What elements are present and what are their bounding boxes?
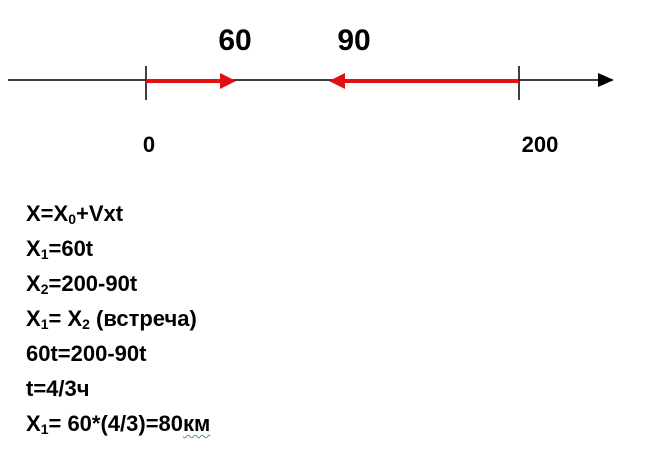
velocity-arrow-left-head-icon [329, 73, 345, 89]
speed-label-right: 90 [337, 24, 370, 57]
equation-line: t=4/3ч [26, 371, 210, 406]
equation-text: = 60*(4/3)=80 [48, 411, 184, 436]
equation-subscript: 0 [68, 211, 76, 227]
equation-line: X1=60t [26, 231, 210, 266]
equation-line: X2=200-90t [26, 266, 210, 301]
equation-text: X [26, 306, 41, 331]
equation-text: +Vxt [76, 201, 124, 226]
equation-list: X=X0+Vxt X1=60t X2=200-90t X1= X2 (встреча)… [26, 196, 210, 441]
equation-subscript: 2 [40, 281, 49, 297]
equation-text: (встреча) [89, 306, 197, 331]
equation-text: t=4/3ч [26, 376, 90, 401]
equation-subscript: 1 [40, 316, 49, 332]
equation-subscript: 1 [40, 421, 49, 437]
tick-label-end: 200 [522, 132, 559, 157]
equation-unit: км [183, 411, 211, 436]
equation-line: X1= X2 (встреча) [26, 301, 210, 336]
equation-line: X=X0+Vxt [26, 196, 210, 231]
equation-text: =60t [48, 236, 94, 261]
equation-text: = X [48, 306, 83, 331]
equation-text: X [26, 411, 41, 436]
equation-text: X [26, 236, 41, 261]
number-line-diagram: 60 90 0 200 [8, 24, 614, 157]
equation-line: X1= 60*(4/3)=80км [26, 406, 210, 441]
equation-text: X [26, 271, 41, 296]
equation-text: X=X [26, 201, 69, 226]
equation-subscript: 2 [82, 316, 90, 332]
equation-line: 60t=200-90t [26, 336, 210, 371]
speed-label-left: 60 [218, 24, 251, 57]
equation-text: =200-90t [48, 271, 138, 296]
equation-text: 60t=200-90t [26, 341, 147, 366]
tick-label-start: 0 [143, 132, 155, 157]
equation-subscript: 1 [40, 246, 49, 262]
velocity-arrow-right-head-icon [220, 73, 236, 89]
axis-arrowhead-icon [598, 73, 614, 87]
